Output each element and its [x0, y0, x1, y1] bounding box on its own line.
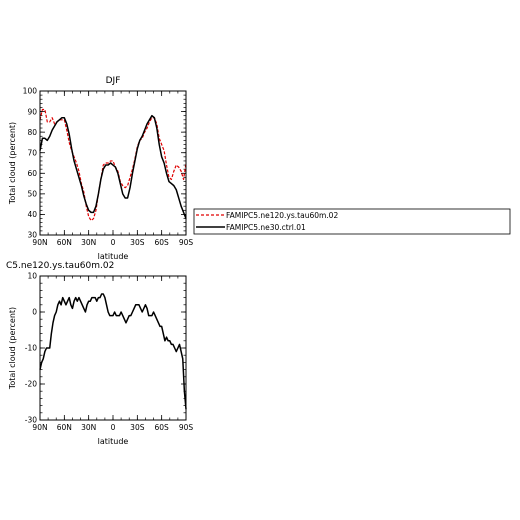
legend-box [193, 208, 511, 235]
legend-label-ne120: FAMIPC5.ne120.ys.tau60m.02 [226, 211, 338, 220]
x-tick-label: 30S [130, 238, 145, 247]
bottom-panel: C5.ne120.ys.tau60m.02 90N 60N 30N 0 30S 60S 90… [6, 261, 193, 446]
y-tick-label: 90 [27, 107, 37, 116]
top-chart-title: DJF [106, 76, 121, 86]
series-line-1-0 [39, 293, 187, 410]
top-y-axis-label: Total cloud (percent) [8, 122, 17, 205]
top-series-group [39, 108, 187, 222]
y-tick-label: 70 [27, 148, 37, 157]
x-tick-label: 0 [111, 423, 116, 432]
top-axis-ticks: 90N 60N 30N 0 30S 60S 90S 30 40 50 60 70 80 90 100 [23, 87, 194, 247]
legend: FAMIPC5.ne120.ys.tau60m.02 FAMIPC5.ne30.… [193, 208, 511, 235]
bottom-series-group [39, 293, 187, 410]
bottom-axis-ticks: 90N 60N 30N 0 30S 60S 90S -30 -20 -10 0 10 [25, 272, 194, 432]
x-tick-label: 0 [111, 238, 116, 247]
y-tick-label: 60 [27, 169, 37, 178]
y-tick-label: 10 [27, 272, 37, 281]
bottom-y-axis-label: Total cloud (percent) [8, 307, 17, 390]
series-line-0-1 [39, 114, 187, 219]
legend-label-ne30: FAMIPC5.ne30.ctrl.01 [226, 223, 306, 232]
x-tick-label: 60N [57, 238, 72, 247]
top-x-axis-label: latitude [98, 252, 129, 261]
bottom-plot-frame [39, 275, 187, 421]
x-tick-label: 90S [179, 423, 194, 432]
y-tick-label: -10 [25, 344, 37, 353]
y-tick-label: 40 [27, 210, 37, 219]
y-tick-label: -30 [25, 416, 37, 425]
bottom-chart-title: C5.ne120.ys.tau60m.02 [6, 261, 114, 271]
x-tick-label: 60N [57, 423, 72, 432]
x-tick-label: 30N [81, 423, 96, 432]
y-tick-label: 0 [32, 308, 37, 317]
x-tick-label: 90N [32, 238, 47, 247]
y-tick-label: -20 [25, 380, 37, 389]
y-tick-label: 50 [27, 190, 37, 199]
x-tick-label: 90N [32, 423, 47, 432]
series-line-0-0 [39, 108, 187, 222]
y-tick-label: 30 [27, 231, 37, 240]
top-plot-frame [39, 90, 187, 236]
x-tick-label: 60S [155, 423, 170, 432]
x-tick-label: 60S [155, 238, 170, 247]
top-panel: DJF 90N 60N 30N 0 30S 60S 90S 30 40 50 60 70 80 90 100… [8, 76, 193, 261]
x-tick-label: 90S [179, 238, 194, 247]
x-tick-label: 30N [81, 238, 96, 247]
y-tick-label: 80 [27, 128, 37, 137]
x-tick-label: 30S [130, 423, 145, 432]
y-tick-label: 100 [23, 87, 38, 96]
bottom-x-axis-label: latitude [98, 437, 129, 446]
